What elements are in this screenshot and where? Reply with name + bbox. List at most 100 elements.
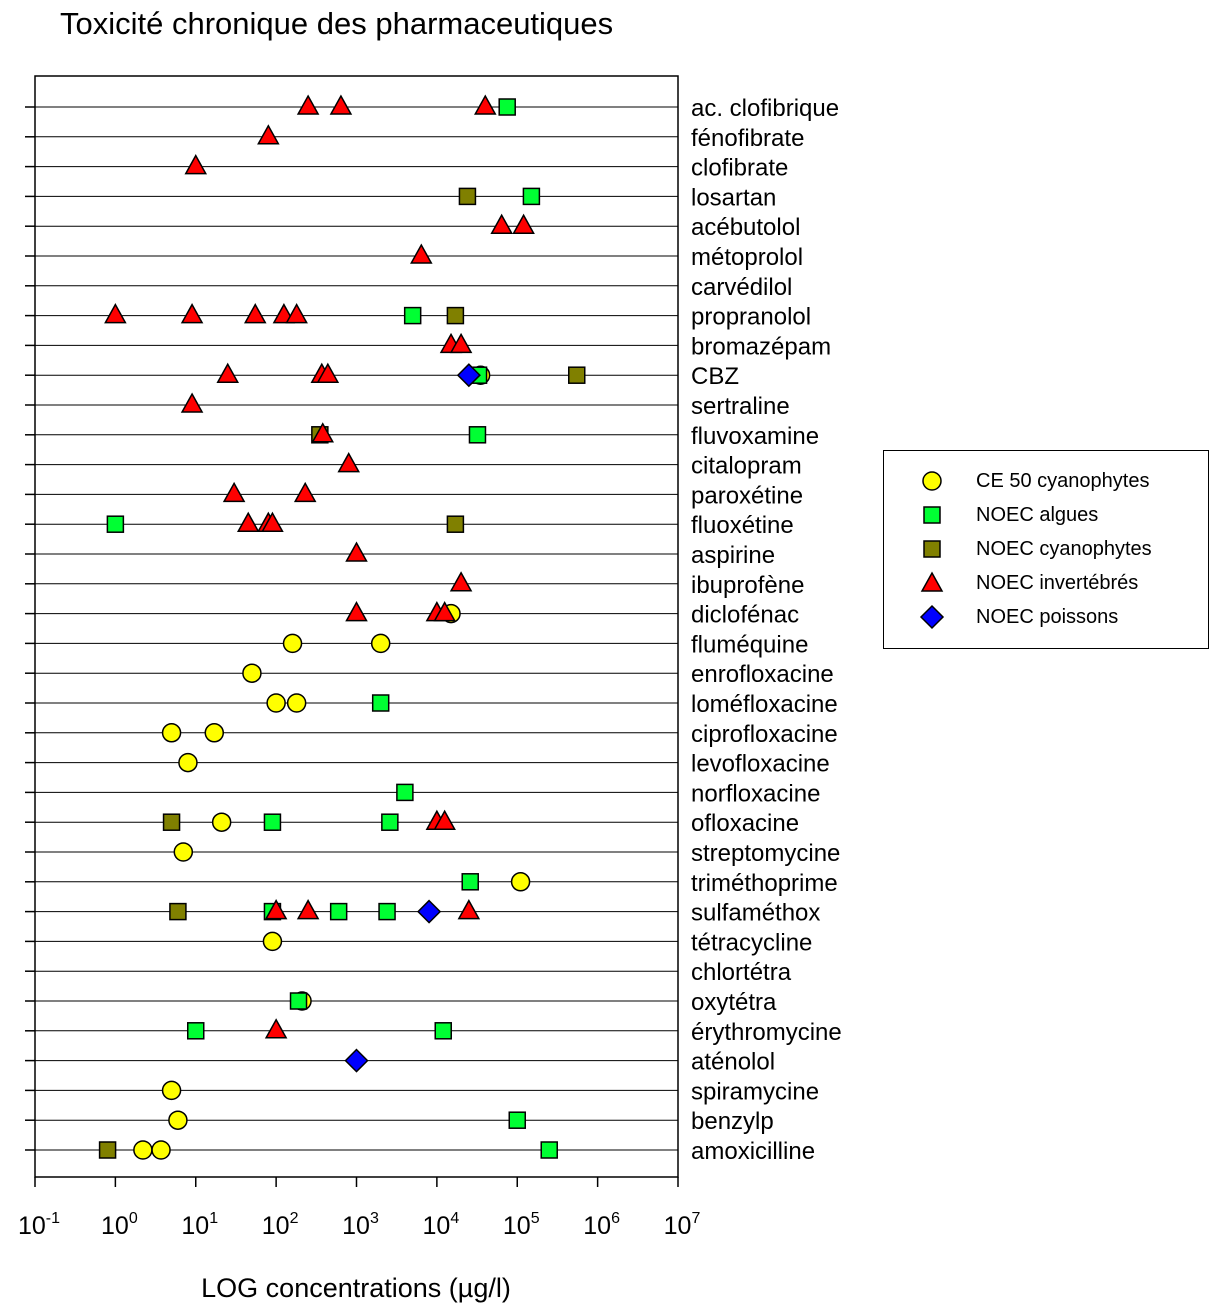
legend-item-noec-algues: NOEC algues	[884, 499, 1208, 531]
data-point-square	[508, 1111, 526, 1129]
legend-item-noec-poissons: NOEC poissons	[884, 601, 1208, 633]
chart-title: Toxicité chronique des pharmaceutiques	[60, 6, 614, 41]
data-point-square	[289, 992, 308, 1010]
data-point-square	[106, 515, 125, 533]
data-point-triangle	[264, 899, 288, 920]
category-label: citalopram	[691, 453, 802, 480]
data-point-square	[568, 366, 586, 384]
legend-label: NOEC invertébrés	[976, 572, 1139, 594]
category-label: levofloxacine	[691, 751, 830, 778]
data-point-triangle	[449, 332, 473, 354]
square-marker-icon	[923, 540, 941, 558]
x-tick-label: 10-1	[18, 1210, 60, 1240]
x-tick-label: 101	[181, 1210, 218, 1240]
category-label: fluvoxamine	[691, 423, 819, 450]
data-point-triangle	[329, 94, 353, 115]
legend-item-noec-invertebres: NOEC invertébrés	[884, 567, 1208, 599]
data-point-triangle	[311, 422, 334, 443]
data-point-triangle	[222, 481, 246, 503]
data-point-circle	[168, 1110, 188, 1130]
data-point-triangle	[316, 362, 340, 383]
data-point-circle	[266, 693, 286, 713]
data-point-square	[187, 1022, 205, 1040]
legend-label: NOEC poissons	[976, 606, 1119, 628]
category-label: benzylp	[691, 1108, 774, 1135]
category-label: paroxétine	[691, 482, 803, 509]
data-point-square	[98, 1141, 117, 1159]
data-point-triangle	[180, 303, 204, 324]
data-point-square	[371, 694, 390, 712]
x-axis-label: LOG concentrations (µg/l)	[201, 1273, 511, 1303]
data-point-circle	[510, 872, 531, 892]
data-point-square	[461, 873, 479, 891]
data-point-square	[468, 426, 487, 444]
category-label: oxytétra	[691, 989, 777, 1016]
category-label: loméfloxacine	[691, 691, 838, 718]
data-point-triangle	[184, 154, 208, 175]
data-point-square	[378, 902, 396, 921]
data-point-triangle	[293, 481, 317, 503]
data-point-triangle	[104, 303, 127, 324]
diamond-marker-icon	[919, 604, 945, 630]
circle-marker-icon	[922, 471, 942, 491]
data-point-triangle	[296, 899, 320, 920]
data-point-diamond	[417, 899, 442, 924]
category-label: spiramycine	[691, 1078, 819, 1105]
category-label: carvédilol	[691, 274, 792, 301]
data-point-square	[169, 902, 187, 921]
category-label: aténolol	[691, 1049, 775, 1076]
data-point-triangle	[490, 213, 513, 234]
category-label: CBZ	[691, 363, 739, 390]
category-label: propranolol	[691, 304, 811, 331]
data-point-square	[396, 783, 414, 802]
x-tick-label: 107	[664, 1210, 701, 1240]
data-point-triangle	[285, 303, 308, 324]
category-label: streptomycine	[691, 840, 840, 867]
x-tick-label: 100	[101, 1210, 138, 1240]
x-tick-label: 105	[503, 1210, 540, 1240]
x-tick-label: 102	[262, 1210, 299, 1240]
data-point-square	[522, 187, 541, 206]
category-label: chlortétra	[691, 959, 792, 986]
data-point-square	[446, 306, 465, 325]
data-point-circle	[204, 723, 225, 743]
data-point-triangle	[345, 541, 368, 562]
data-point-diamond	[456, 363, 481, 388]
data-point-square	[540, 1141, 558, 1159]
data-point-square	[162, 813, 181, 831]
category-label: métoprolol	[691, 244, 803, 271]
data-point-triangle	[180, 392, 204, 413]
category-label: ciprofloxacine	[691, 721, 838, 748]
category-label: norfloxacine	[691, 780, 820, 807]
legend-label: CE 50 cyanophytes	[976, 470, 1150, 492]
data-point-circle	[151, 1140, 171, 1160]
x-tick-label: 104	[423, 1210, 460, 1240]
data-point-triangle	[243, 303, 267, 324]
data-point-square	[434, 1022, 452, 1040]
plot-frame	[34, 75, 679, 1178]
legend: CE 50 cyanophytes NOEC algues NOEC cyano…	[883, 450, 1209, 649]
category-label: aspirine	[691, 542, 775, 569]
data-point-triangle	[345, 601, 368, 622]
data-point-square	[381, 813, 399, 831]
data-point-triangle	[264, 1018, 288, 1039]
category-label: ac. clofibrique	[691, 95, 839, 122]
category-label: ibuprofène	[691, 572, 804, 599]
category-label: triméthoprime	[691, 870, 838, 897]
category-label: sulfaméthox	[691, 900, 820, 927]
square-marker-icon	[923, 506, 941, 524]
legend-item-noec-cyanophytes: NOEC cyanophytes	[884, 533, 1208, 565]
data-point-triangle	[457, 899, 481, 920]
data-point-diamond	[344, 1048, 369, 1073]
data-point-triangle	[337, 452, 360, 473]
category-label: clofibrate	[691, 155, 788, 182]
data-point-circle	[211, 812, 232, 832]
data-point-circle	[286, 693, 307, 713]
data-point-triangle	[473, 94, 497, 115]
x-tick-label: 103	[342, 1210, 379, 1240]
category-label: fénofibrate	[691, 125, 804, 152]
data-point-triangle	[433, 601, 456, 622]
data-point-circle	[282, 633, 303, 654]
data-point-square	[446, 515, 465, 533]
category-label: fluoxétine	[691, 512, 794, 539]
